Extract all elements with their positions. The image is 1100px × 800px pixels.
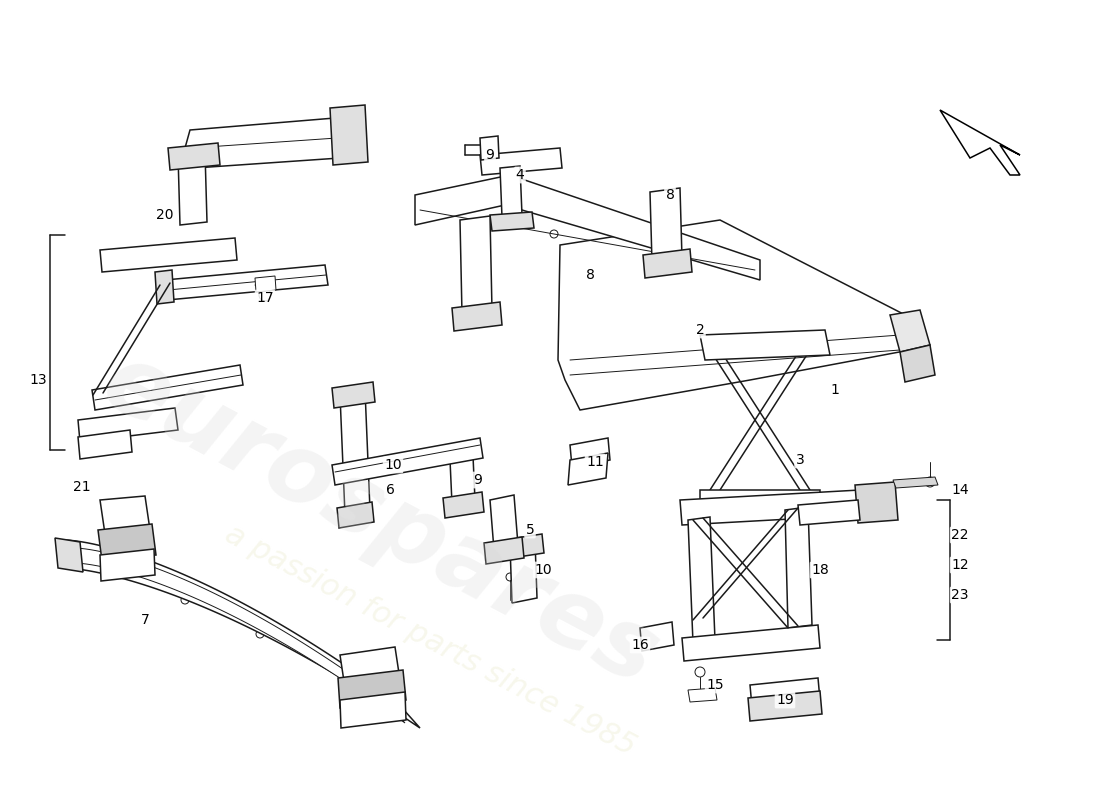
Polygon shape — [570, 438, 611, 467]
Polygon shape — [65, 540, 420, 728]
Text: 21: 21 — [74, 480, 91, 494]
Polygon shape — [340, 692, 406, 728]
Polygon shape — [480, 148, 562, 175]
Polygon shape — [688, 517, 715, 643]
Text: 10: 10 — [384, 458, 402, 472]
Polygon shape — [484, 537, 524, 564]
Polygon shape — [452, 302, 502, 331]
Polygon shape — [338, 670, 406, 708]
Polygon shape — [255, 276, 276, 292]
Polygon shape — [640, 622, 674, 651]
Text: 6: 6 — [386, 483, 395, 497]
Polygon shape — [450, 456, 475, 504]
Polygon shape — [900, 345, 935, 382]
Polygon shape — [330, 105, 369, 165]
Polygon shape — [332, 382, 375, 408]
Polygon shape — [682, 625, 820, 661]
Polygon shape — [415, 175, 760, 280]
Polygon shape — [785, 507, 812, 628]
Polygon shape — [332, 438, 483, 485]
Polygon shape — [798, 500, 860, 525]
Polygon shape — [650, 188, 682, 262]
Polygon shape — [55, 538, 82, 572]
Polygon shape — [480, 136, 499, 160]
Polygon shape — [460, 216, 492, 314]
Text: 19: 19 — [777, 693, 794, 707]
Text: 20: 20 — [156, 208, 174, 222]
Polygon shape — [92, 365, 243, 410]
Text: 7: 7 — [141, 613, 150, 627]
Polygon shape — [75, 548, 405, 723]
Text: 3: 3 — [795, 453, 804, 467]
Polygon shape — [890, 310, 930, 352]
Text: 23: 23 — [952, 588, 969, 602]
Polygon shape — [185, 118, 340, 168]
Text: 2: 2 — [695, 323, 704, 337]
Text: 5: 5 — [526, 523, 535, 537]
Polygon shape — [490, 495, 518, 550]
Polygon shape — [100, 238, 236, 272]
Polygon shape — [700, 330, 830, 360]
Polygon shape — [168, 143, 220, 170]
Polygon shape — [98, 524, 156, 561]
Text: 9: 9 — [485, 148, 494, 162]
Text: eurospares: eurospares — [87, 334, 673, 706]
Polygon shape — [688, 688, 717, 702]
Polygon shape — [700, 490, 820, 510]
Polygon shape — [748, 691, 822, 721]
Text: 22: 22 — [952, 528, 969, 542]
Polygon shape — [893, 477, 938, 488]
Text: 1: 1 — [830, 383, 839, 397]
Text: 8: 8 — [585, 268, 594, 282]
Polygon shape — [940, 110, 1020, 175]
Text: 10: 10 — [535, 563, 552, 577]
Text: 11: 11 — [586, 455, 604, 469]
Polygon shape — [100, 549, 155, 581]
Polygon shape — [155, 270, 174, 304]
Text: 8: 8 — [666, 188, 674, 202]
Polygon shape — [510, 540, 537, 603]
Text: 9: 9 — [474, 473, 483, 487]
Polygon shape — [558, 220, 915, 410]
Polygon shape — [78, 408, 178, 442]
Text: 12: 12 — [952, 558, 969, 572]
Polygon shape — [750, 678, 820, 707]
Text: 13: 13 — [30, 373, 47, 387]
Polygon shape — [644, 249, 692, 278]
Polygon shape — [500, 166, 522, 217]
Polygon shape — [855, 482, 898, 523]
Polygon shape — [100, 496, 150, 534]
Polygon shape — [340, 390, 370, 515]
Polygon shape — [178, 152, 207, 225]
Polygon shape — [443, 492, 484, 518]
Text: 15: 15 — [706, 678, 724, 692]
Polygon shape — [680, 490, 864, 525]
Text: 17: 17 — [256, 291, 274, 305]
Text: 18: 18 — [811, 563, 829, 577]
Text: 4: 4 — [516, 168, 525, 182]
Text: 14: 14 — [952, 483, 969, 497]
Polygon shape — [503, 534, 544, 559]
Polygon shape — [78, 430, 132, 459]
Text: 16: 16 — [631, 638, 649, 652]
Text: a passion for parts since 1985: a passion for parts since 1985 — [220, 519, 640, 761]
Polygon shape — [568, 453, 608, 485]
Polygon shape — [340, 647, 400, 688]
Polygon shape — [490, 212, 534, 231]
Polygon shape — [337, 502, 374, 528]
Polygon shape — [165, 265, 328, 300]
